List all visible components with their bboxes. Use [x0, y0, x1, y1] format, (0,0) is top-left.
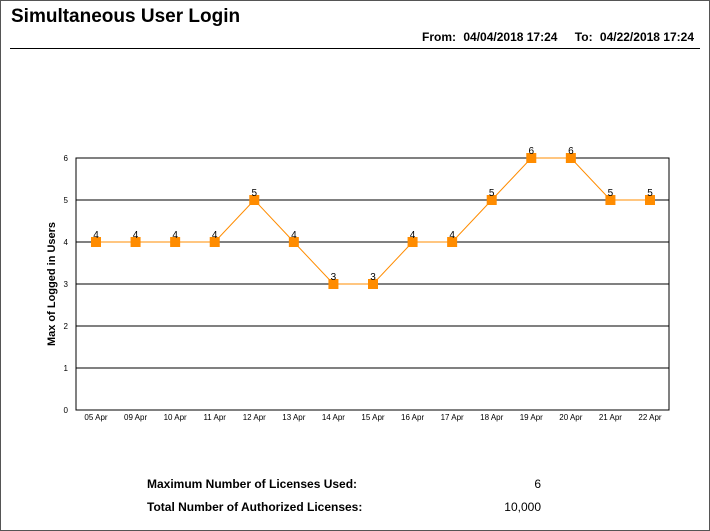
- y-tick-label: 5: [64, 196, 69, 205]
- data-label: 5: [489, 188, 495, 199]
- x-tick-label: 11 Apr: [203, 413, 226, 422]
- page-title: Simultaneous User Login: [11, 6, 241, 27]
- data-label: 3: [331, 272, 337, 283]
- header-divider: [10, 48, 700, 49]
- y-tick-label: 4: [64, 238, 69, 247]
- data-point: [645, 195, 655, 205]
- x-tick-label: 12 Apr: [243, 413, 266, 422]
- max-used-label: Maximum Number of Licenses Used:: [147, 477, 358, 491]
- x-tick-label: 21 Apr: [599, 413, 622, 422]
- data-label: 4: [212, 230, 218, 241]
- data-point: [447, 237, 458, 247]
- data-label: 4: [410, 230, 416, 241]
- data-label: 3: [370, 272, 376, 283]
- data-point: [486, 195, 497, 205]
- x-tick-label: 10 Apr: [164, 413, 187, 422]
- data-label: 4: [172, 230, 178, 241]
- data-label: 5: [647, 188, 653, 199]
- data-label: 4: [291, 230, 297, 241]
- data-label: 4: [93, 230, 99, 241]
- data-point: [288, 237, 299, 247]
- y-tick-label: 0: [64, 406, 69, 415]
- max-used-value: 6: [534, 477, 541, 491]
- x-tick-label: 09 Apr: [124, 413, 147, 422]
- from-value: 04/04/2018 17:24: [463, 30, 558, 44]
- total-licenses-value: 10,000: [504, 500, 541, 514]
- x-tick-label: 18 Apr: [480, 413, 503, 422]
- data-label: 6: [568, 146, 574, 157]
- data-point: [526, 153, 537, 163]
- data-point: [130, 237, 141, 247]
- y-tick-label: 1: [64, 364, 69, 373]
- y-tick-label: 2: [64, 322, 69, 331]
- from-label: From:: [422, 30, 457, 44]
- x-tick-label: 20 Apr: [559, 413, 582, 422]
- to-value: 04/22/2018 17:24: [599, 30, 694, 44]
- total-licenses-label: Total Number of Authorized Licenses:: [147, 500, 363, 514]
- data-label: 4: [449, 230, 455, 241]
- data-point: [170, 237, 181, 247]
- data-point: [209, 237, 220, 247]
- data-point: [249, 195, 260, 205]
- date-range: From: 04/04/2018 17:24 To: 04/22/2018 17…: [418, 30, 694, 44]
- x-tick-label: 14 Apr: [322, 413, 345, 422]
- data-label: 6: [529, 146, 535, 157]
- to-label: To:: [574, 30, 593, 44]
- data-point: [407, 237, 418, 247]
- data-label: 4: [133, 230, 139, 241]
- x-tick-label: 13 Apr: [282, 413, 305, 422]
- y-axis-label: Max of Logged in Users: [46, 222, 58, 346]
- y-tick-label: 3: [64, 280, 69, 289]
- y-tick-label: 6: [64, 154, 69, 163]
- x-tick-label: 22 Apr: [638, 413, 661, 422]
- data-point: [328, 279, 339, 289]
- x-tick-label: 05 Apr: [84, 413, 107, 422]
- data-label: 5: [608, 188, 614, 199]
- x-tick-label: 15 Apr: [361, 413, 384, 422]
- data-label: 5: [252, 188, 258, 199]
- data-point: [368, 279, 378, 289]
- x-tick-label: 16 Apr: [401, 413, 424, 422]
- data-point: [605, 195, 616, 205]
- data-point: [91, 237, 101, 247]
- x-tick-label: 19 Apr: [520, 413, 543, 422]
- x-tick-label: 17 Apr: [441, 413, 464, 422]
- data-point: [565, 153, 576, 163]
